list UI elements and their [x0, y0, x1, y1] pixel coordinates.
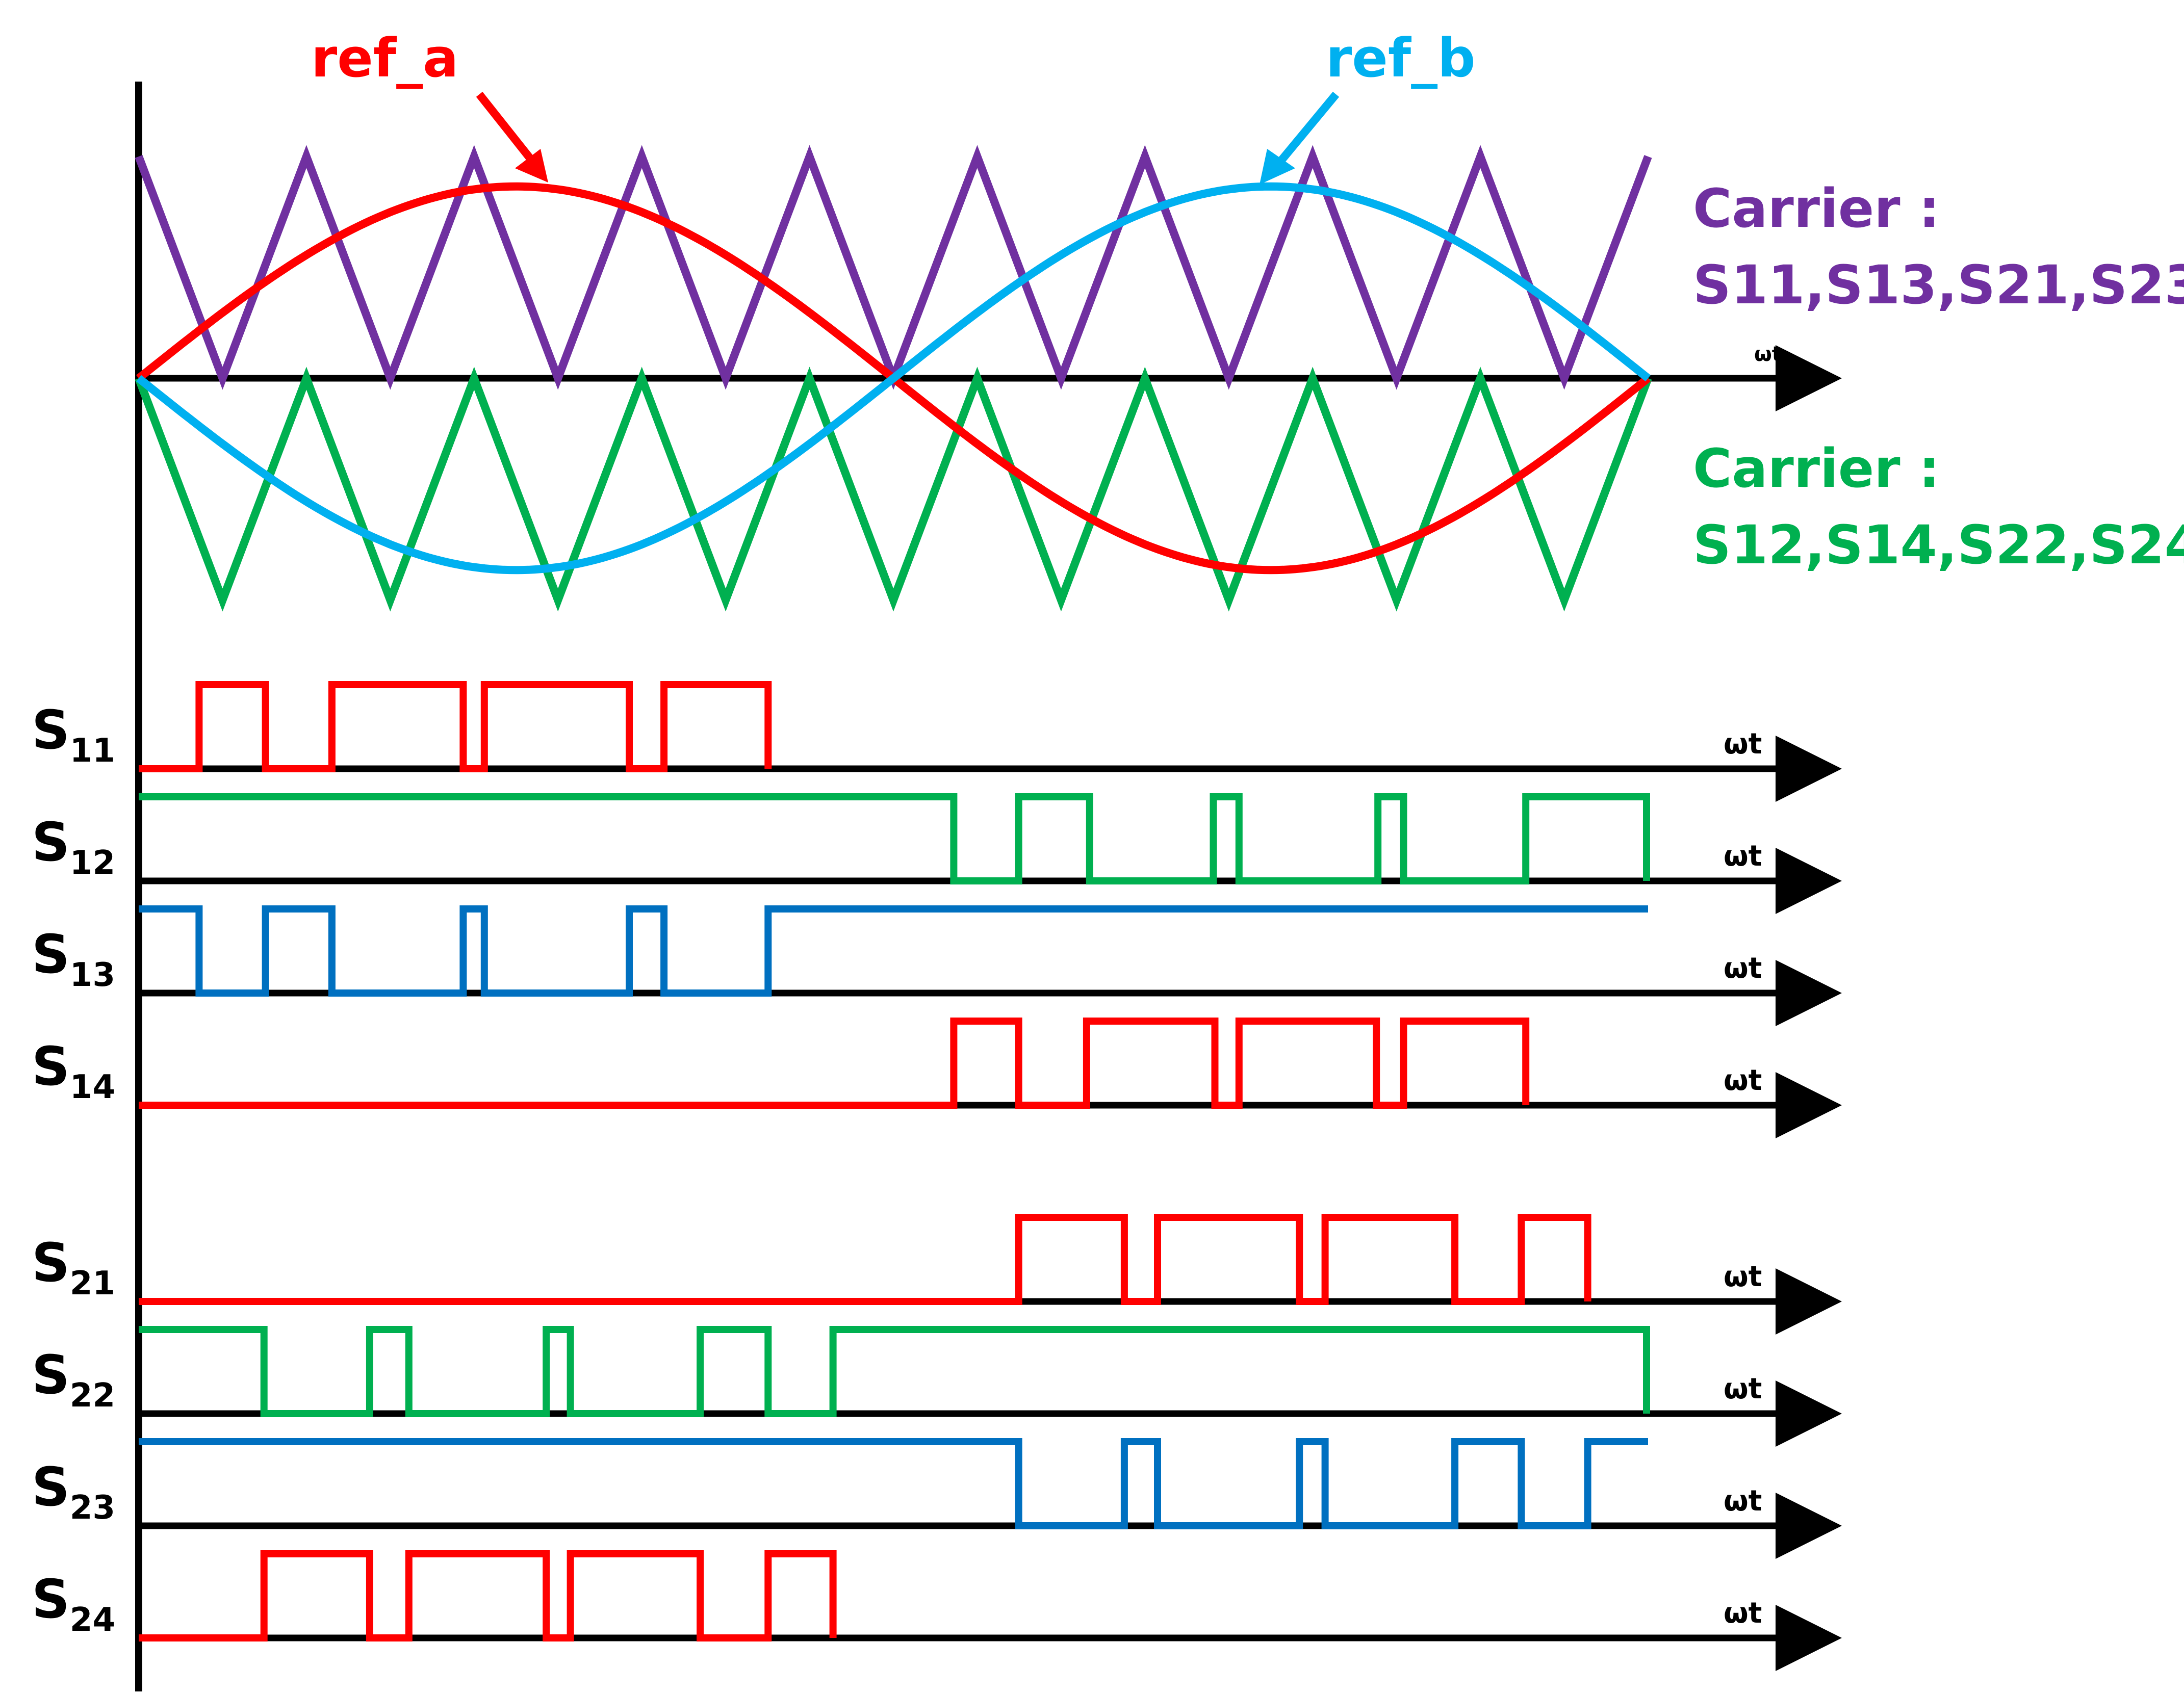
top-time-axis-label: ωt — [1754, 343, 1782, 366]
ref-b-pointer-arrow — [1271, 91, 1340, 171]
ref-b-sine-wave — [136, 182, 1651, 575]
signal-label-s24: S24 — [32, 1568, 115, 1639]
signal-row-s14: ωt S14 — [32, 1018, 1842, 1138]
signal-label-s21: S21 — [32, 1232, 115, 1302]
ref-a-pointer-arrow — [476, 92, 542, 171]
carrier-lower-triangle — [135, 367, 1652, 612]
time-axis-label-s13: ωt — [1724, 952, 1762, 985]
pulse-waveform-s21 — [139, 1214, 1591, 1305]
time-axis-label-s23: ωt — [1724, 1484, 1762, 1518]
time-axis-label-s14: ωt — [1724, 1064, 1762, 1097]
carrier-lower-legend-switches: S12,S14,S22,S24 — [1693, 514, 2184, 576]
signal-row-s12: ωt S12 — [32, 793, 1842, 914]
pulse-waveform-s24 — [139, 1550, 837, 1641]
signal-row-s22: ωt S22 — [32, 1326, 1842, 1447]
signal-row-s11: ωt S11 — [32, 681, 1842, 802]
pulse-waveform-s22 — [139, 1326, 1650, 1417]
time-axis-label-s22: ωt — [1724, 1372, 1762, 1405]
ref-b-label: ref_b — [1326, 27, 1476, 89]
pulse-waveform-s12 — [139, 793, 1650, 884]
time-axis-label-s12: ωt — [1724, 840, 1762, 873]
switching-signal-rows: ωt S11 ωt S12 ωt S13 ωt S14 ωt S21 ωt S22 ωt S23 ωt S24 — [32, 681, 1842, 1671]
signal-row-s24: ωt S24 — [32, 1550, 1842, 1671]
signal-label-s12: S12 — [32, 811, 115, 882]
pulse-waveform-s13 — [139, 905, 1648, 997]
ref-a-label: ref_a — [311, 27, 458, 89]
pulse-waveform-s11 — [139, 681, 772, 772]
signal-label-s13: S13 — [32, 923, 115, 994]
carrier-upper-triangle — [135, 145, 1652, 390]
signal-label-s14: S14 — [32, 1035, 115, 1106]
signal-label-s22: S22 — [32, 1344, 115, 1415]
carrier-lower-legend-title: Carrier : — [1693, 437, 1940, 500]
time-axis-label-s24: ωt — [1724, 1597, 1762, 1630]
signal-row-s13: ωt S13 — [32, 905, 1842, 1026]
carrier-upper-legend-title: Carrier : — [1693, 177, 1940, 240]
signal-row-s23: ωt S23 — [32, 1438, 1842, 1559]
signal-label-s11: S11 — [32, 699, 115, 770]
pulse-waveform-s14 — [139, 1018, 1530, 1109]
carrier-upper-legend-switches: S11,S13,S21,S23 — [1693, 254, 2184, 316]
ref-b-pointer-arrowhead — [1260, 149, 1295, 185]
signal-row-s21: ωt S21 — [32, 1214, 1842, 1335]
ref-a-pointer-arrowhead — [515, 149, 548, 183]
pulse-waveform-s23 — [139, 1438, 1648, 1529]
signal-label-s23: S23 — [32, 1456, 115, 1527]
time-axis-label-s11: ωt — [1724, 727, 1762, 761]
time-axis-label-s21: ωt — [1724, 1260, 1762, 1293]
